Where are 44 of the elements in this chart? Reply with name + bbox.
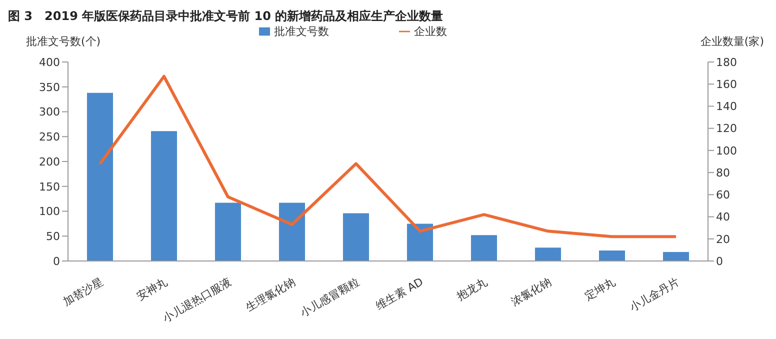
- y2-tick-label: 20: [716, 232, 730, 246]
- x-tick-label: 加替沙星: [60, 275, 106, 309]
- x-tick-label: 安神丸: [134, 275, 170, 304]
- y-tick-label: 50: [46, 230, 60, 244]
- bar: [535, 248, 561, 261]
- y2-tick-label: 80: [716, 166, 730, 180]
- x-tick-label: 小儿金丹片: [627, 275, 682, 314]
- x-tick-label: 维生素 AD: [374, 275, 426, 313]
- bar: [471, 235, 497, 261]
- bar: [87, 92, 113, 261]
- line-series: [98, 74, 678, 238]
- y-tick-label: 100: [39, 205, 60, 218]
- y2-axis-title: 企业数量(家): [700, 34, 764, 49]
- x-tick-label: 定坤丸: [582, 275, 618, 304]
- y-tick-label: 150: [39, 180, 60, 194]
- legend-label: 企业数: [414, 25, 447, 38]
- y2-tick-label: 140: [716, 100, 737, 114]
- y-axis-title: 批准文号数(个): [26, 34, 101, 49]
- bar: [599, 250, 625, 261]
- y-tick-label: 300: [39, 106, 60, 119]
- y2-tick-label: 100: [716, 144, 737, 158]
- y-tick-label: 350: [39, 80, 60, 94]
- bar: [279, 202, 305, 261]
- bar: [151, 131, 177, 261]
- y2-tick-label: 60: [716, 188, 730, 202]
- x-tick-label: 浓氯化钠: [508, 275, 554, 309]
- y-tick-label: 200: [39, 155, 60, 168]
- bar: [663, 252, 689, 261]
- y2-tick-label: 40: [716, 210, 730, 224]
- x-tick-label: 小儿感冒颗粒: [298, 275, 362, 320]
- bar: [343, 213, 369, 261]
- y2-tick-label: 160: [716, 78, 737, 92]
- y-tick-label: 0: [53, 254, 60, 268]
- y2-tick-label: 120: [716, 122, 737, 136]
- y-tick-label: 250: [39, 130, 60, 144]
- x-tick-label: 生理氯化钠: [243, 275, 298, 314]
- bar: [407, 224, 433, 261]
- chart-title: 图 3 2019 年版医保药品目录中批准文号前 10 的新增药品及相应生产企业数量: [8, 8, 444, 24]
- x-tick-label: 抱龙丸: [454, 275, 490, 304]
- y-tick-label: 400: [39, 56, 60, 69]
- y2-tick-label: 180: [716, 56, 737, 69]
- y2-tick-label: 0: [716, 254, 723, 268]
- legend-label: 批准文号数: [274, 25, 329, 38]
- bar: [215, 202, 241, 261]
